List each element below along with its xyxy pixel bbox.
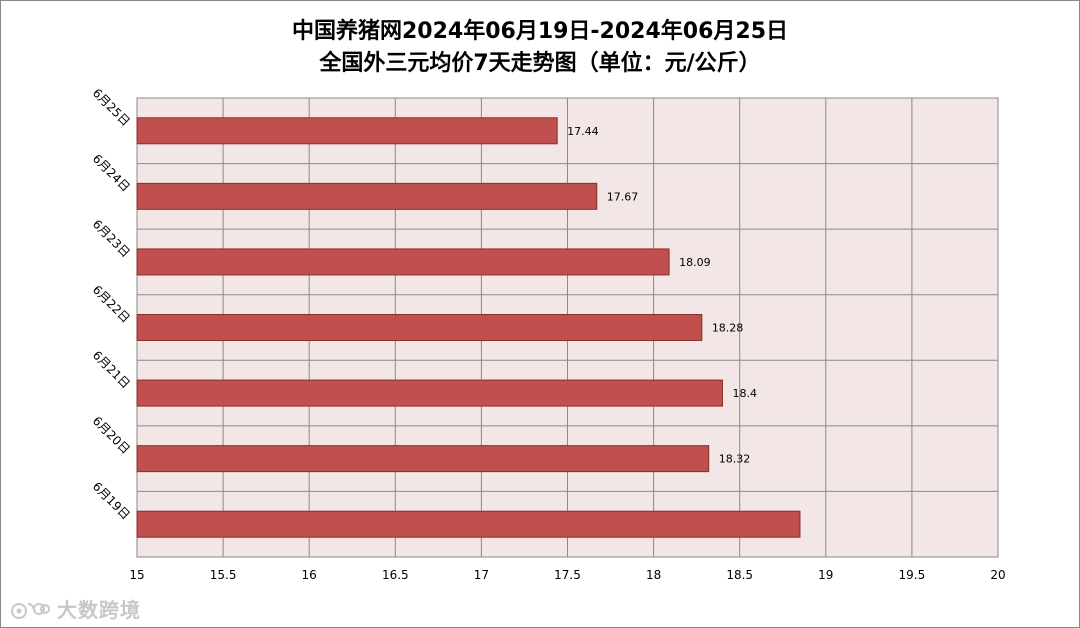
y-category-label: 6月24日: [90, 151, 133, 194]
data-label: 18.4: [732, 387, 757, 400]
x-tick-label: 17: [474, 568, 489, 582]
x-tick-label: 15: [129, 568, 144, 582]
bar: [136, 510, 801, 538]
x-tick-label: 18: [646, 568, 661, 582]
data-label: 17.67: [607, 190, 639, 203]
bar: [136, 445, 710, 473]
data-label: 18.09: [679, 256, 711, 269]
y-category-label: 6月20日: [90, 414, 133, 457]
x-tick-label: 19.5: [899, 568, 926, 582]
bar: [136, 117, 558, 145]
data-label: 17.44: [567, 125, 599, 138]
data-label: 18.28: [712, 322, 744, 335]
watermark: 大数跨境: [10, 594, 141, 623]
x-tick-label: 20: [990, 568, 1005, 582]
y-category-label: 6月23日: [90, 217, 133, 260]
x-tick-label: 19: [818, 568, 833, 582]
bar: [136, 182, 598, 210]
data-label: 18.32: [719, 453, 751, 466]
chart-title-line-1: 中国养猪网2024年06月19日-2024年06月25日: [291, 19, 789, 44]
bar: [136, 314, 703, 341]
bar: [136, 248, 670, 276]
bar: [136, 379, 723, 407]
y-category-label: 6月22日: [90, 283, 133, 326]
x-tick-label: 16: [302, 568, 317, 582]
y-category-label: 6月25日: [90, 86, 133, 129]
y-category-label: 6月21日: [90, 348, 133, 391]
x-tick-label: 18.5: [726, 568, 753, 582]
x-tick-label: 17.5: [554, 568, 581, 582]
weibo-logo-icon: [11, 602, 50, 619]
watermark-text: 大数跨境: [56, 598, 141, 622]
x-tick-label: 16.5: [382, 568, 409, 582]
x-tick-label: 15.5: [210, 568, 237, 582]
chart-title-line-2: 全国外三元均价7天走势图（单位：元/公斤）: [319, 51, 761, 76]
y-category-label: 6月19日: [90, 479, 133, 522]
